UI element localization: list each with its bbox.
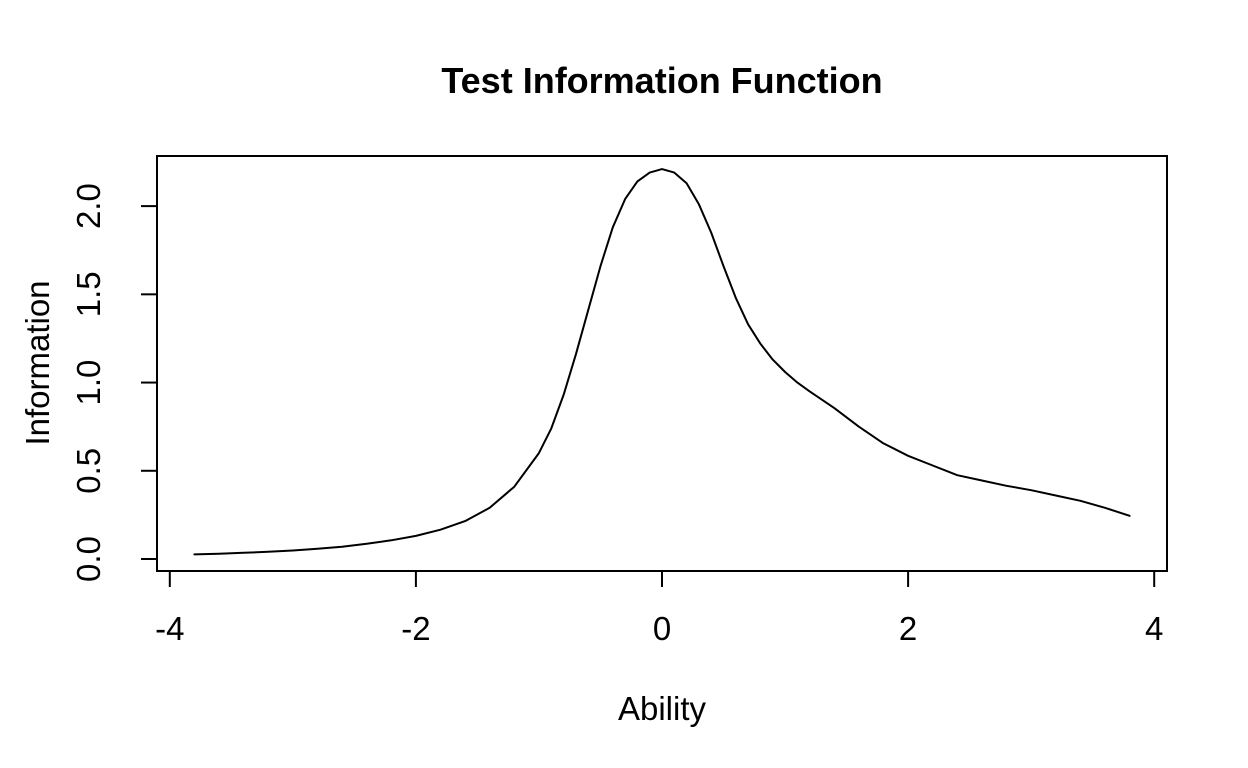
- y-tick-label: 2.0: [70, 183, 107, 229]
- test-information-curve: [193, 168, 1131, 556]
- x-tick-label: -2: [401, 610, 430, 647]
- y-tick-label: 1.0: [70, 360, 107, 406]
- x-axis-label: Ability: [617, 690, 707, 727]
- chart-title: Test Information Function: [441, 60, 883, 101]
- y-tick-label: 0.0: [70, 536, 107, 582]
- y-tick-label: 1.5: [70, 271, 107, 317]
- x-tick-label: 4: [1145, 610, 1163, 647]
- x-tick-label: 0: [653, 610, 671, 647]
- plot-box: [156, 155, 1168, 572]
- y-axis-label: Information: [19, 280, 56, 446]
- x-tick-label: -4: [155, 610, 184, 647]
- y-tick-label: 0.5: [70, 448, 107, 494]
- x-tick-label: 2: [899, 610, 917, 647]
